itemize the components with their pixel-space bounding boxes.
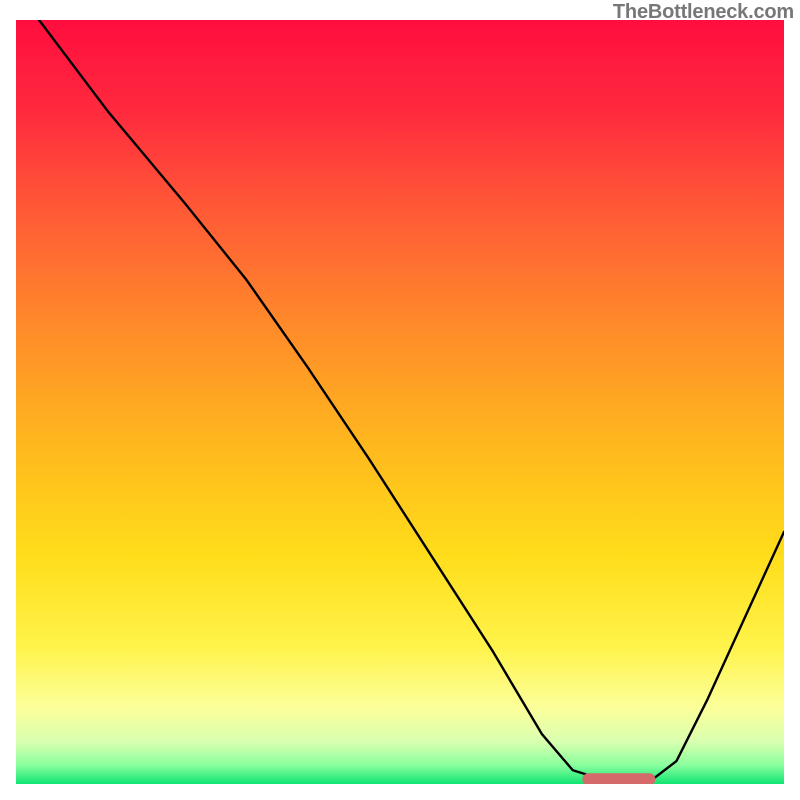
gradient-background <box>16 20 784 784</box>
bottleneck-chart <box>16 20 784 784</box>
chart-container <box>16 20 784 784</box>
optimum-marker <box>582 773 655 784</box>
